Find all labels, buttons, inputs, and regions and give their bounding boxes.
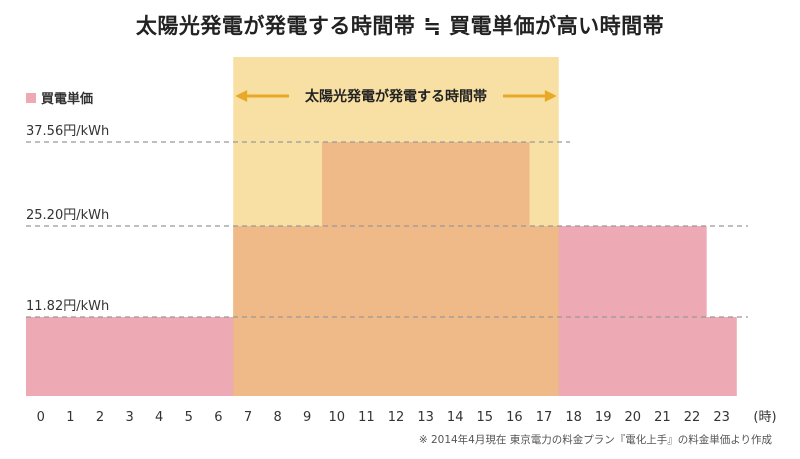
price-bar-hour-0 xyxy=(26,317,56,396)
x-unit-label: (時) xyxy=(753,410,776,425)
x-tick-label-18: 18 xyxy=(565,410,582,425)
price-bar-hour-20 xyxy=(618,226,648,396)
price-bar-hour-7 xyxy=(233,226,264,396)
x-tick-label-21: 21 xyxy=(654,410,671,425)
arrow-head-right xyxy=(544,90,557,102)
x-tick-label-15: 15 xyxy=(477,410,494,425)
x-tick-label-3: 3 xyxy=(125,410,133,425)
x-tick-label-20: 20 xyxy=(625,410,642,425)
x-tick-label-17: 17 xyxy=(536,410,553,425)
x-tick-label-9: 9 xyxy=(303,410,311,425)
price-bar-hour-23 xyxy=(706,317,737,396)
price-bar-hour-17 xyxy=(529,226,560,396)
price-bar-hour-11 xyxy=(351,142,382,396)
price-bar-hour-2 xyxy=(85,317,116,396)
reference-label-2: 11.82円/kWh xyxy=(26,299,109,314)
x-tick-label-5: 5 xyxy=(185,410,193,425)
legend-swatch xyxy=(26,92,36,103)
price-bar-hour-21 xyxy=(647,226,678,396)
price-bar-hour-14 xyxy=(440,142,471,396)
price-bar-hour-12 xyxy=(381,142,412,396)
x-tick-label-11: 11 xyxy=(358,410,375,425)
price-bar-hour-5 xyxy=(174,317,204,396)
x-tick-label-13: 13 xyxy=(417,410,434,425)
x-tick-label-10: 10 xyxy=(329,410,346,425)
arrow-head-left xyxy=(235,90,248,102)
price-bar-hour-1 xyxy=(55,317,86,396)
source-note: ※ 2014年4月現在 東京電力の料金プラン『電化上手』の料金単価より作成 xyxy=(418,434,772,446)
x-tick-label-6: 6 xyxy=(214,410,222,425)
price-bar-hour-8 xyxy=(262,226,293,396)
x-tick-label-7: 7 xyxy=(244,410,252,425)
x-tick-label-1: 1 xyxy=(66,410,74,425)
x-tick-label-16: 16 xyxy=(506,410,523,425)
legend: 買電単価 xyxy=(26,88,93,107)
price-bar-hour-9 xyxy=(292,226,323,396)
x-tick-label-14: 14 xyxy=(447,410,464,425)
reference-label-1: 25.20円/kWh xyxy=(26,208,109,223)
x-tick-label-12: 12 xyxy=(388,410,405,425)
price-bar-hour-22 xyxy=(677,226,707,396)
price-bar-hour-6 xyxy=(203,317,234,396)
reference-label-0: 37.56円/kWh xyxy=(26,124,109,139)
price-bar-hour-15 xyxy=(470,142,500,396)
price-bar-hour-3 xyxy=(114,317,145,396)
x-tick-label-2: 2 xyxy=(96,410,104,425)
x-tick-label-8: 8 xyxy=(273,410,281,425)
x-tick-label-23: 23 xyxy=(713,410,730,425)
x-tick-label-4: 4 xyxy=(155,410,163,425)
price-bar-hour-16 xyxy=(499,142,530,396)
price-bar-hour-19 xyxy=(588,226,619,396)
price-bar-hour-4 xyxy=(144,317,175,396)
chart-title: 太陽光発電が発電する時間帯 ≒ 買電単価が高い時間帯 xyxy=(135,14,665,38)
solar-hours-label: 太陽光発電が発電する時間帯 xyxy=(305,88,487,105)
price-bar-hour-10 xyxy=(322,142,352,396)
price-bar-hour-18 xyxy=(558,226,589,396)
x-tick-label-0: 0 xyxy=(37,410,45,425)
price-bar-hour-13 xyxy=(410,142,441,396)
x-tick-label-22: 22 xyxy=(684,410,701,425)
x-tick-label-19: 19 xyxy=(595,410,612,425)
legend-label: 買電単価 xyxy=(41,92,94,107)
